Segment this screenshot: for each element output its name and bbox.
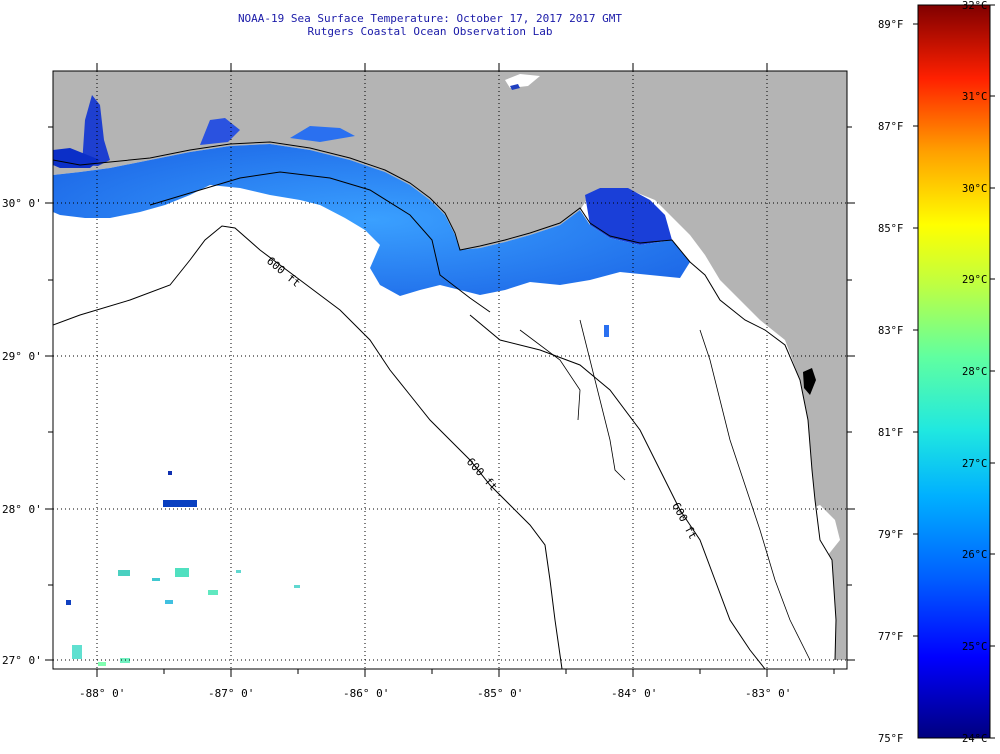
colorbar-label-c: 28°C (962, 366, 987, 378)
land-mass (53, 71, 847, 660)
colorbar-label-c: 32°C (962, 0, 987, 12)
colorbar-label-f: 81°F (878, 427, 903, 439)
colorbar-label-c: 31°C (962, 91, 987, 103)
sst-nearshore-band-west (53, 144, 690, 296)
colorbar-label-f: 87°F (878, 121, 903, 133)
sst-patch (236, 570, 241, 573)
lon-label: -83° 0' (745, 687, 791, 700)
coastline (53, 141, 837, 661)
pensacola-bay (200, 118, 240, 145)
colorbar-label-c: 27°C (962, 458, 987, 470)
sst-patch (165, 600, 173, 604)
lake-top-blue (510, 84, 520, 90)
sst-patch (604, 325, 609, 337)
isobath-shelf (149, 171, 491, 313)
sst-patch (294, 585, 300, 588)
lon-label: -87° 0' (208, 687, 254, 700)
coastline-detail (519, 319, 811, 661)
colorbar-label-c: 24°C (962, 733, 987, 745)
sst-patch (66, 600, 71, 605)
axis-ticks (45, 63, 855, 677)
plot-area: 600 ft 600 ft 600 ft -88° 0' -87° 0' -86… (2, 63, 855, 700)
colorbar-label-f: 77°F (878, 631, 903, 643)
colorbar-label-f: 85°F (878, 223, 903, 235)
lat-label: 29° 0' (2, 350, 42, 363)
lake-top (505, 74, 540, 88)
isobath-600ft-east (469, 314, 766, 669)
colorbar-label-c: 30°C (962, 183, 987, 195)
sst-patch (98, 662, 106, 666)
isobath-600ft-main (53, 225, 563, 669)
colorbar-ticks (913, 4, 995, 739)
colorbar-label-c: 25°C (962, 641, 987, 653)
lat-label: 30° 0' (2, 197, 42, 210)
lat-label: 28° 0' (2, 503, 42, 516)
choctaw-bay (290, 126, 355, 142)
colorbar-label-c: 29°C (962, 274, 987, 286)
lon-label: -85° 0' (477, 687, 523, 700)
sst-patch (152, 578, 160, 581)
sst-patch (118, 570, 130, 576)
lat-label: 27° 0' (2, 654, 42, 667)
sst-cool-patch (53, 148, 100, 168)
apalachee-bay-land-water (585, 188, 672, 245)
lon-label: -84° 0' (611, 687, 657, 700)
sst-patch (208, 590, 218, 595)
colorbar-label-f: 89°F (878, 19, 903, 31)
colorbar-label-c: 26°C (962, 549, 987, 561)
mobile-bay (82, 95, 110, 166)
sst-patch (168, 471, 172, 475)
sst-patch (175, 568, 189, 577)
colorbar: 89°F 87°F 85°F 83°F 81°F 79°F 77°F 75°F … (878, 0, 995, 745)
colorbar-label-f: 75°F (878, 733, 903, 745)
colorbar-label-f: 79°F (878, 529, 903, 541)
colorbar-label-f: 83°F (878, 325, 903, 337)
colorbar-gradient (917, 4, 991, 739)
sst-patch (72, 645, 82, 659)
lon-label: -86° 0' (343, 687, 389, 700)
map-subtitle: Rutgers Coastal Ocean Observation Lab (307, 25, 553, 38)
map-title: NOAA-19 Sea Surface Temperature: October… (237, 12, 623, 25)
tampa-bay (808, 505, 840, 555)
graticule (53, 71, 847, 669)
plot-frame (52, 70, 848, 670)
tampa-bay-lake (803, 368, 816, 395)
sst-patch (163, 500, 197, 507)
lon-label: -88° 0' (79, 687, 125, 700)
